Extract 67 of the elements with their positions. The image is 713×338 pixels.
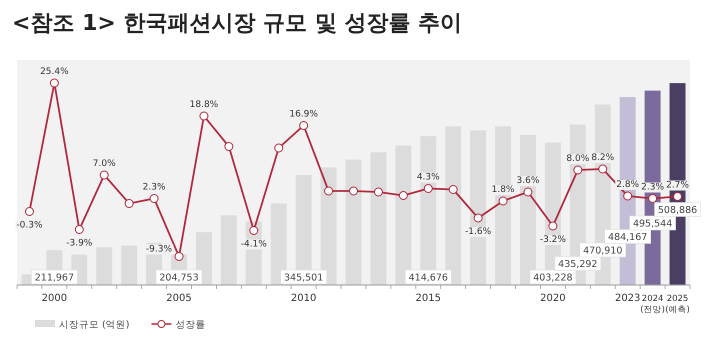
data-label: 18.8% <box>190 100 219 110</box>
x-tick-label: 2024 (전망) <box>640 294 665 315</box>
x-tick-label: 2000 <box>42 293 68 304</box>
data-label: 414,676 <box>408 272 448 284</box>
data-label: 204,753 <box>159 272 199 284</box>
data-label: 2.3% <box>142 182 166 192</box>
data-label: 508,886 <box>658 205 698 216</box>
point <box>150 194 159 203</box>
point <box>74 225 84 234</box>
point <box>523 188 532 196</box>
point <box>224 142 234 151</box>
point <box>648 194 658 203</box>
point <box>50 78 59 88</box>
data-label: 403,228 <box>533 272 573 284</box>
data-label: 495,544 <box>632 218 672 230</box>
point <box>573 166 582 174</box>
data-label: 1.8% <box>492 185 515 195</box>
data-label: 8.2% <box>591 153 615 163</box>
data-label: 4.3% <box>416 172 440 182</box>
x-tick-label: 2010 <box>290 293 316 304</box>
data-label: 7.0% <box>92 159 116 169</box>
point <box>424 184 433 193</box>
legend-label: 시장규모 (억원) <box>59 320 130 330</box>
data-label: 8.0% <box>566 154 590 164</box>
x-tick-label: 2025 (예측) <box>665 294 690 315</box>
x-tick-label: 2005 <box>166 293 192 304</box>
data-label: -0.3% <box>16 220 43 230</box>
data-label: 484,167 <box>608 232 648 243</box>
point <box>249 226 258 235</box>
data-label: 345,501 <box>284 272 324 284</box>
x-tick-label: 2015 <box>416 293 442 304</box>
data-label: 16.9% <box>289 110 318 120</box>
data-label: -1.6% <box>465 227 492 237</box>
legend-label: 성장률 <box>175 320 206 330</box>
point <box>24 207 34 216</box>
point <box>398 191 408 200</box>
point <box>274 144 284 152</box>
point <box>623 192 632 200</box>
point <box>498 196 508 206</box>
point <box>100 170 109 180</box>
data-label: -3.2% <box>540 235 566 245</box>
data-label: -4.1% <box>240 240 268 250</box>
data-label: 2.8% <box>616 180 640 190</box>
point <box>673 192 682 201</box>
data-label: 3.6% <box>516 176 540 186</box>
point <box>124 199 134 208</box>
point <box>349 186 358 196</box>
data-label: 2.7% <box>666 180 690 190</box>
point <box>474 214 483 222</box>
point <box>374 188 383 196</box>
point <box>174 252 184 261</box>
data-label: 25.4% <box>40 67 70 77</box>
x-tick-label: 2023 <box>614 293 640 304</box>
point <box>548 222 558 230</box>
chart-title: <참조 1> 한국패션시장 규모 및 성장률 추이 <box>12 11 462 36</box>
x-tick-label: 2020 <box>540 293 566 304</box>
point <box>598 164 608 174</box>
data-label: -3.9% <box>66 238 93 248</box>
data-label: 2.3% <box>641 182 664 192</box>
point <box>324 186 334 196</box>
point <box>199 112 208 120</box>
point <box>299 121 308 130</box>
point <box>448 185 458 194</box>
data-label: 211,967 <box>34 272 74 284</box>
data-label: -9.3% <box>146 244 172 254</box>
data-label: 470,910 <box>583 246 622 256</box>
data-label: 435,292 <box>558 259 598 270</box>
